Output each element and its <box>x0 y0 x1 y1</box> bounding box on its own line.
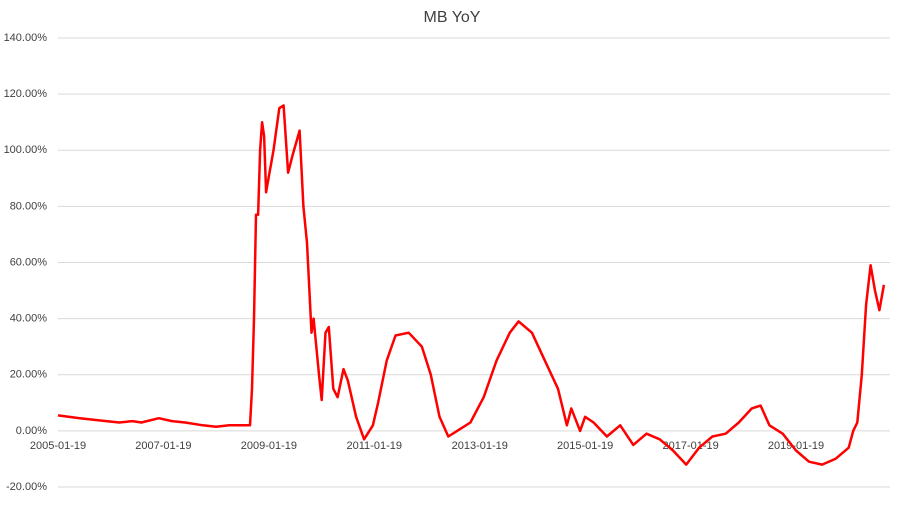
x-tick-label: 2019-01-19 <box>768 440 824 452</box>
y-tick-label: 100.00% <box>4 144 48 156</box>
x-tick-label: 2013-01-19 <box>452 440 508 452</box>
y-tick-label: -20.00% <box>6 481 47 493</box>
x-tick-label: 2009-01-19 <box>241 440 297 452</box>
x-tick-label: 2005-01-19 <box>30 440 86 452</box>
y-tick-label: 40.00% <box>10 313 48 325</box>
x-tick-label: 2011-01-19 <box>347 440 402 452</box>
y-tick-label: 0.00% <box>16 425 47 437</box>
data-line <box>57 104 886 466</box>
y-tick-label: 140.00% <box>4 32 48 44</box>
y-tick-label: 120.00% <box>4 88 48 100</box>
y-tick-label: 80.00% <box>10 200 48 212</box>
y-tick-label: 60.00% <box>10 256 48 268</box>
x-tick-label: 2007-01-19 <box>135 440 191 452</box>
chart-title: MB YoY <box>424 9 481 26</box>
x-tick-label: 2015-01-19 <box>557 440 613 452</box>
y-tick-label: 20.00% <box>10 369 48 381</box>
